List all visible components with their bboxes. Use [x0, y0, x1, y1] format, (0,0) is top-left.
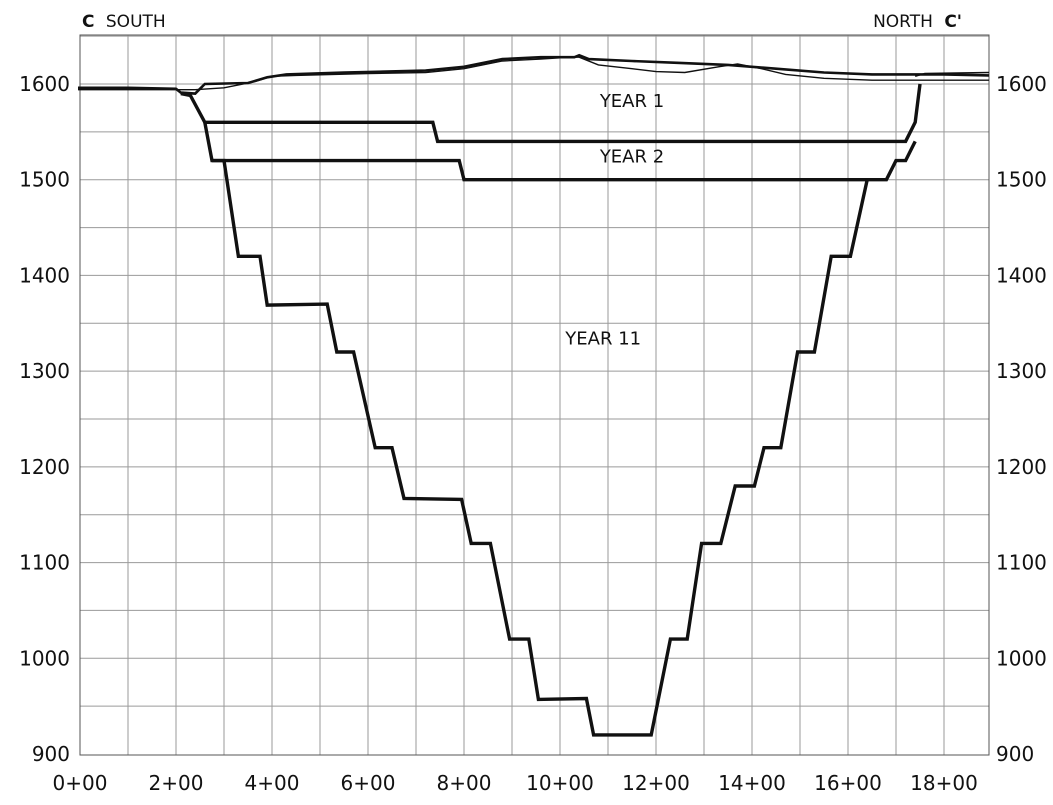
- x-tick-label: 2+00: [149, 771, 204, 795]
- y-tick-label-right: 900: [996, 742, 1034, 766]
- current-topography-line: [78, 53, 990, 95]
- year-1-pit-outline: [180, 83, 922, 144]
- south-label: SOUTH: [106, 12, 166, 32]
- y-tick-label-right: 1300: [996, 359, 1047, 383]
- section-marker-c: C: [82, 12, 94, 32]
- x-tick-label: 12+00: [622, 771, 690, 795]
- section-title-left: C SOUTH: [82, 12, 166, 32]
- y-axis-ticks-right: 900 1000 1100 1200 1300 1400 1500 1600: [996, 72, 1047, 766]
- section-title-right: NORTH C': [873, 12, 962, 32]
- x-tick-label: 10+00: [526, 771, 594, 795]
- y-tick-label-right: 1400: [996, 263, 1047, 287]
- y-tick-label-left: 1400: [19, 263, 70, 287]
- x-tick-label: 6+00: [341, 771, 396, 795]
- plot-frame: [79, 34, 990, 756]
- phase-labels: YEAR 1 YEAR 2 YEAR 11: [564, 91, 664, 349]
- x-tick-label: 4+00: [245, 771, 300, 795]
- y-tick-label-left: 1200: [19, 455, 70, 479]
- grid: [80, 35, 989, 755]
- phase-label-year11: YEAR 11: [564, 328, 641, 349]
- y-tick-label-right: 1200: [996, 455, 1047, 479]
- x-tick-label: 18+00: [910, 771, 978, 795]
- y-tick-label-left: 1000: [19, 646, 70, 670]
- y-tick-label-left: 1100: [19, 551, 70, 575]
- y-tick-label-right: 1600: [996, 72, 1047, 96]
- x-tick-label: 0+00: [53, 771, 108, 795]
- y-tick-label-left: 1300: [19, 359, 70, 383]
- north-label: NORTH: [873, 12, 933, 32]
- pit-profiles: [78, 53, 990, 737]
- x-axis-ticks: 0+00 2+00 4+00 6+00 8+00 10+00 12+00 14+00 16+00…: [53, 771, 978, 795]
- y-tick-label-right: 1500: [996, 168, 1047, 192]
- y-tick-label-right: 1100: [996, 551, 1047, 575]
- phase-label-year1: YEAR 1: [599, 91, 664, 112]
- y-tick-label-right: 1000: [996, 646, 1047, 670]
- phase-label-year2: YEAR 2: [599, 146, 664, 167]
- x-tick-label: 14+00: [718, 771, 786, 795]
- y-tick-label-left: 1600: [19, 72, 70, 96]
- y-axis-ticks-left: 900 1000 1100 1200 1300 1400 1500 1600: [19, 72, 70, 766]
- year-11-pit-outline: [212, 158, 869, 737]
- y-tick-label-left: 1500: [19, 168, 70, 192]
- year-2-pit-outline: [203, 121, 917, 182]
- x-tick-label: 16+00: [814, 771, 882, 795]
- y-tick-label-left: 900: [32, 742, 70, 766]
- x-tick-label: 8+00: [437, 771, 492, 795]
- section-marker-c-prime: C': [944, 12, 962, 32]
